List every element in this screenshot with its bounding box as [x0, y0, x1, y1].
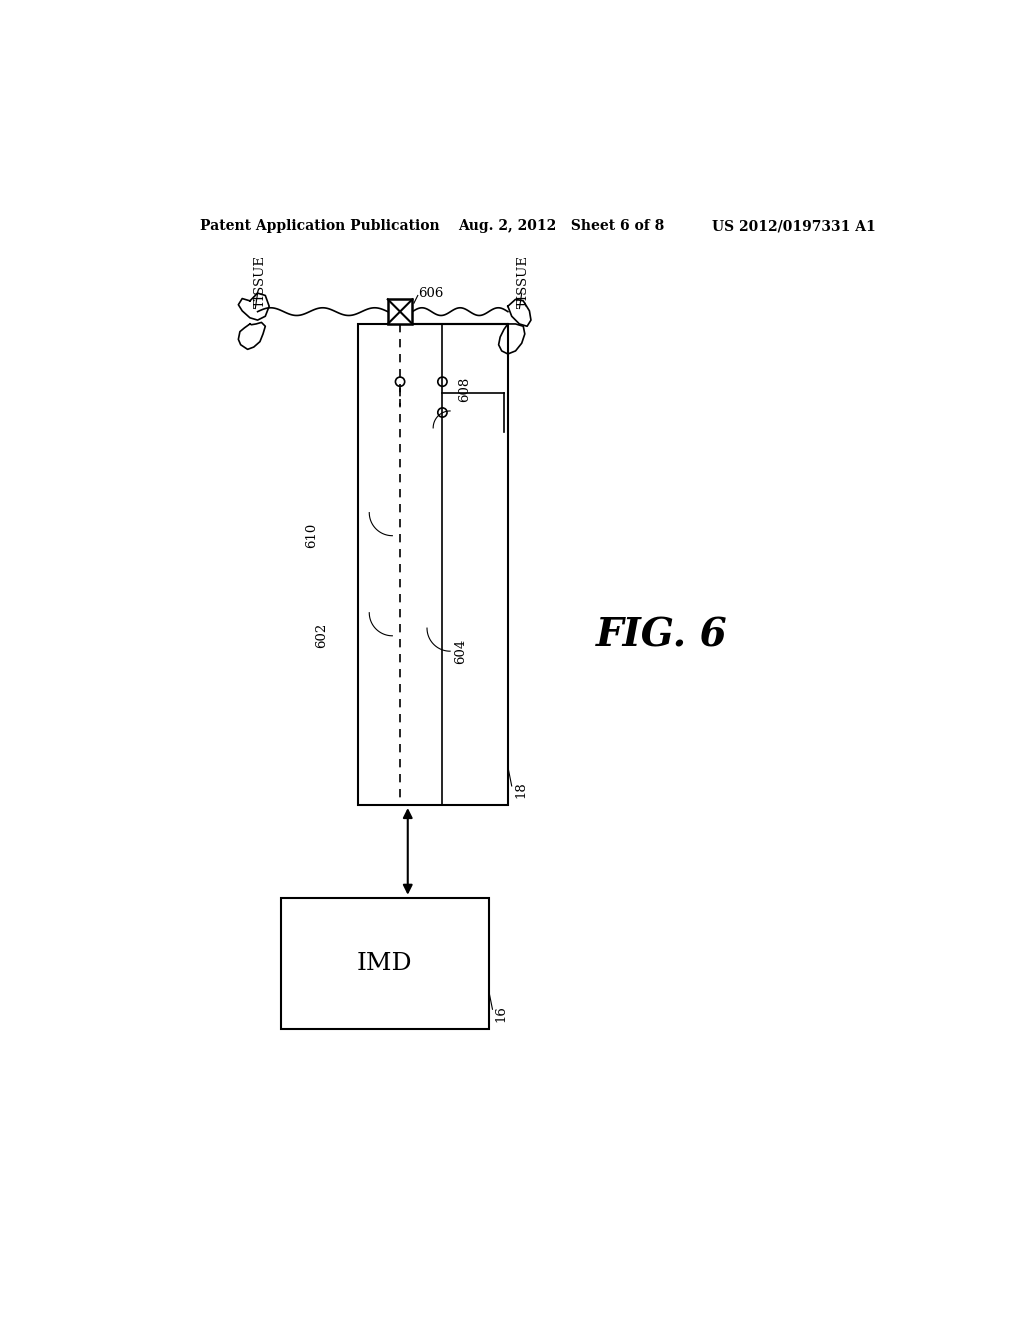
- Text: 610: 610: [305, 523, 318, 548]
- Text: IMD: IMD: [356, 952, 413, 974]
- Text: 18: 18: [514, 781, 527, 799]
- Bar: [357, 323, 508, 805]
- Text: TISSUE: TISSUE: [253, 255, 266, 308]
- Text: 602: 602: [315, 623, 329, 648]
- Text: US 2012/0197331 A1: US 2012/0197331 A1: [712, 219, 876, 234]
- Text: FIG. 6: FIG. 6: [596, 616, 728, 655]
- Bar: [388, 300, 413, 323]
- Text: TISSUE: TISSUE: [517, 255, 529, 308]
- Text: 608: 608: [458, 376, 471, 403]
- Text: 16: 16: [495, 1005, 508, 1022]
- Text: 604: 604: [454, 639, 467, 664]
- Text: Patent Application Publication: Patent Application Publication: [200, 219, 439, 234]
- Text: 606: 606: [419, 286, 444, 300]
- Bar: [281, 898, 488, 1028]
- Text: Aug. 2, 2012   Sheet 6 of 8: Aug. 2, 2012 Sheet 6 of 8: [458, 219, 664, 234]
